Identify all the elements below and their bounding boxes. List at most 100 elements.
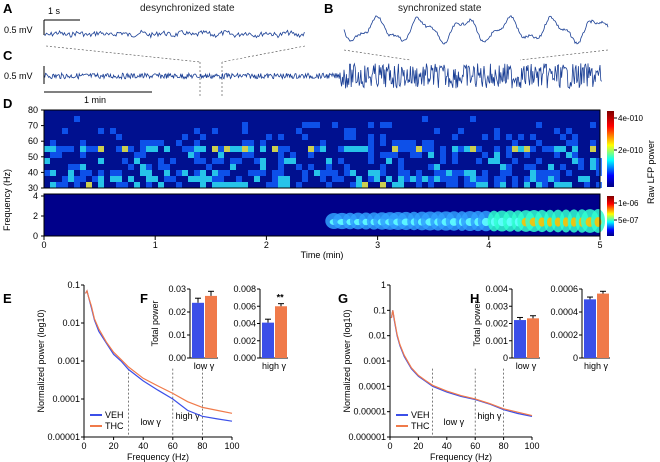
panel-label-g: G bbox=[338, 291, 348, 306]
desync-signal bbox=[43, 29, 305, 39]
chart-f-high-gamma: 0.000 0.002 0.004 0.006 0.008 high γ ** bbox=[233, 284, 288, 371]
ytick-label: 0.01 bbox=[62, 318, 80, 328]
bar-thc bbox=[597, 293, 609, 358]
cbar-tick-5e-07: 5e-07 bbox=[618, 216, 639, 225]
ytick-label: 1 bbox=[381, 280, 386, 290]
colorbar-high bbox=[607, 111, 614, 187]
spec-high-ytick: 60 bbox=[28, 136, 38, 146]
spec-xtick: 3 bbox=[375, 240, 380, 250]
xtick-label: 60 bbox=[470, 441, 480, 451]
panel-label-e: E bbox=[3, 291, 12, 306]
scale-amp-a: 0.5 mV bbox=[4, 25, 33, 35]
xtick-label: 100 bbox=[224, 441, 239, 451]
xtick-label: 0 bbox=[81, 441, 86, 451]
bar-veh bbox=[514, 320, 526, 358]
scale-time-long: 1 min bbox=[84, 95, 106, 105]
chart-h-high-gamma: 0 0.0002 0.0004 0.0006 high γ bbox=[550, 284, 610, 371]
ytick-label: 0.001 bbox=[485, 336, 508, 346]
bar-veh bbox=[192, 302, 204, 358]
y-axis-label: Normalized power (log10) bbox=[342, 309, 352, 412]
ytick-label: 0.0006 bbox=[550, 284, 578, 294]
ytick-label: 0.001 bbox=[363, 356, 386, 366]
spec-xtick: 5 bbox=[597, 240, 602, 250]
annotation-low-gamma: low γ bbox=[444, 417, 465, 427]
category-label: high γ bbox=[584, 361, 609, 371]
ytick-label: 0.002 bbox=[485, 319, 508, 329]
panel-label-h: H bbox=[470, 291, 479, 306]
ytick-label: 0.004 bbox=[485, 284, 508, 294]
scale-amp-c: 0.5 mV bbox=[4, 71, 33, 81]
chart-h-low-gamma: 0 0.001 0.002 0.003 0.004 low γ Total power bbox=[472, 284, 540, 371]
xtick-label: 60 bbox=[168, 441, 178, 451]
spectrogram-high bbox=[44, 110, 602, 188]
ytick-label: 0.1 bbox=[373, 305, 386, 315]
ytick-label: 0.008 bbox=[233, 284, 256, 294]
bar-veh bbox=[262, 322, 274, 358]
spec-high-ytick: 40 bbox=[28, 167, 38, 177]
chart-f-low-gamma: 0.00 0.01 0.02 0.03 low γ Total power bbox=[150, 284, 218, 371]
ytick-label: 0.0002 bbox=[550, 330, 578, 340]
category-label: low γ bbox=[194, 361, 215, 371]
y-axis-label: Normalized power (log10) bbox=[36, 309, 46, 412]
bar-thc bbox=[205, 295, 217, 358]
spec-high-ytick: 30 bbox=[28, 183, 38, 193]
legend-entry: VEH bbox=[411, 410, 430, 420]
xtick-label: 80 bbox=[499, 441, 509, 451]
trace-desync: desynchronized state 1 s 0.5 mV bbox=[4, 3, 305, 39]
significance-marker: ** bbox=[277, 293, 285, 303]
x-axis-label: Frequency (Hz) bbox=[127, 452, 189, 462]
ytick-label: 0.003 bbox=[485, 301, 508, 311]
ytick-label: 0.002 bbox=[233, 336, 256, 346]
panel-label-f: F bbox=[140, 291, 148, 306]
ytick-label: 0.006 bbox=[233, 301, 256, 311]
ytick-label: 0.00001 bbox=[47, 432, 80, 442]
legend-entry: THC bbox=[411, 421, 430, 431]
sync-signal bbox=[343, 15, 609, 45]
annotation-low-gamma: low γ bbox=[140, 417, 161, 427]
annotation-high-gamma: high γ bbox=[477, 411, 502, 421]
legend-entry: THC bbox=[105, 421, 124, 431]
cbar-tick-1e-06: 1e-06 bbox=[618, 199, 639, 208]
spectrogram-low bbox=[44, 194, 606, 236]
ytick-label: 0.00 bbox=[168, 353, 186, 363]
ytick-label: 0.0004 bbox=[550, 307, 578, 317]
ytick-label: 0 bbox=[503, 353, 508, 363]
bar-veh bbox=[584, 299, 596, 358]
spec-xlabel: Time (min) bbox=[301, 250, 344, 260]
legend-entry: VEH bbox=[105, 410, 124, 420]
sync-label: synchronized state bbox=[398, 3, 482, 14]
spec-low-ytick: 0 bbox=[33, 231, 38, 241]
cbar-tick-4e-10: 4e-010 bbox=[618, 114, 643, 123]
spec-xtick: 0 bbox=[41, 240, 46, 250]
ytick-label: 0.004 bbox=[233, 319, 256, 329]
y-axis-label: Total power bbox=[472, 300, 482, 346]
ytick-label: 0.1 bbox=[67, 280, 80, 290]
colorbar-label: Raw LFP power bbox=[646, 140, 656, 204]
spec-high-ytick: 50 bbox=[28, 152, 38, 162]
spec-ylabel: Frequency (Hz) bbox=[2, 169, 12, 231]
desync-label: desynchronized state bbox=[140, 3, 235, 14]
ytick-label: 0.0001 bbox=[52, 394, 80, 404]
xtick-label: 100 bbox=[524, 441, 539, 451]
spec-xtick: 2 bbox=[264, 240, 269, 250]
ytick-label: 0.00001 bbox=[353, 407, 386, 417]
xtick-label: 40 bbox=[138, 441, 148, 451]
xtick-label: 20 bbox=[413, 441, 423, 451]
series-line-thc bbox=[390, 310, 533, 417]
spec-low-ytick: 4 bbox=[33, 191, 38, 201]
ytick-label: 0.01 bbox=[368, 331, 386, 341]
panel-label-b: B bbox=[324, 1, 333, 16]
xtick-label: 20 bbox=[109, 441, 119, 451]
trace-full: 0.5 mV 1 min bbox=[4, 62, 602, 105]
ytick-label: 0.000 bbox=[233, 353, 256, 363]
spec-low-ytick: 2 bbox=[33, 211, 38, 221]
spec-high-ytick: 80 bbox=[28, 105, 38, 115]
xtick-label: 40 bbox=[442, 441, 452, 451]
ytick-label: 0.0001 bbox=[358, 381, 386, 391]
scale-time-short: 1 s bbox=[48, 6, 61, 16]
